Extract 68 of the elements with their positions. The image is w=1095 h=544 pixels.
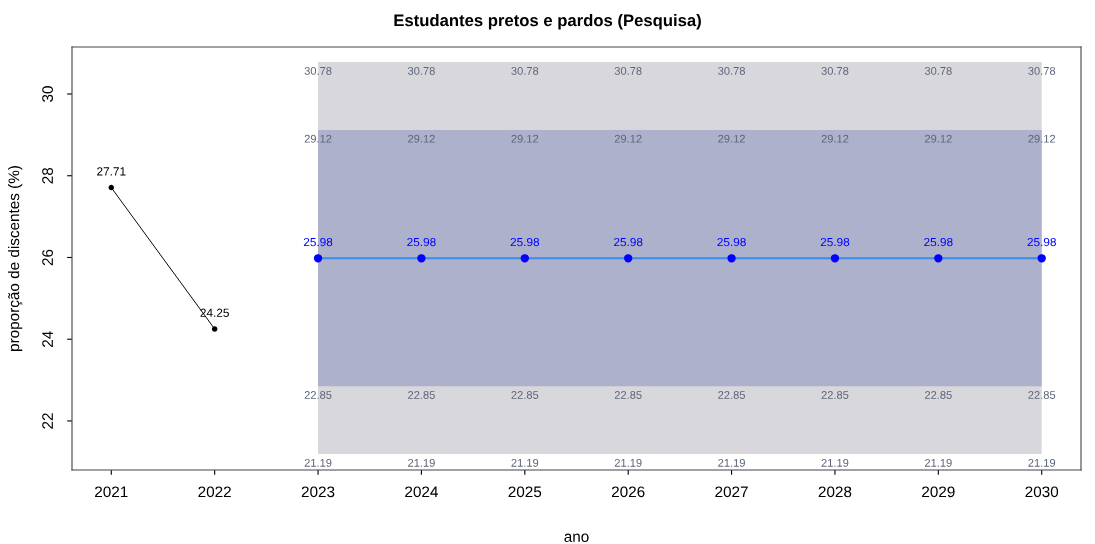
annotation: 22.85 [821, 391, 849, 399]
annotation: 22.85 [408, 391, 435, 399]
x-tick-label: 2024 [405, 486, 438, 498]
x-tick-label: 2029 [922, 486, 955, 498]
data-label: 25.98 [614, 237, 643, 247]
annotation: 30.78 [511, 66, 539, 75]
annotation: 22.85 [718, 391, 746, 399]
point [624, 254, 633, 263]
annotation: 22.85 [614, 391, 642, 399]
point [211, 326, 218, 332]
data-label: 25.98 [1027, 237, 1056, 247]
y-axis-title: proporção de discentes (%) [8, 166, 23, 351]
data-label: 25.98 [717, 237, 746, 247]
data-label: 25.98 [820, 237, 850, 247]
data-label: 27.71 [97, 167, 126, 176]
point [313, 254, 323, 263]
annotation: 21.19 [1028, 458, 1056, 467]
annotation: 30.78 [718, 66, 745, 75]
annotation: 29.12 [718, 134, 745, 143]
x-tick-label: 2021 [95, 486, 128, 498]
chart-title: Estudantes pretos e pardos (Pesquisa) [394, 14, 701, 30]
point [830, 254, 840, 263]
annotation: 21.19 [511, 458, 539, 467]
annotation: 21.19 [924, 458, 952, 467]
y-tick-label: 26 [42, 249, 54, 266]
point [520, 254, 529, 263]
annotation: 29.12 [614, 134, 642, 143]
annotation: 21.19 [718, 458, 745, 467]
annotation: 22.85 [304, 391, 332, 399]
annotation: 22.85 [1028, 391, 1056, 399]
data-label: 25.98 [510, 237, 540, 247]
data-label: 25.98 [303, 237, 333, 247]
x-tick-label: 2025 [508, 486, 542, 498]
x-tick-label: 2028 [818, 486, 852, 498]
annotation: 29.12 [924, 134, 952, 143]
x-tick-label: 2027 [715, 486, 748, 498]
data-label: 25.98 [924, 237, 953, 247]
y-tick-label: 24 [42, 331, 53, 347]
annotation: 30.78 [614, 66, 642, 75]
point [727, 254, 736, 263]
annotation: 21.19 [304, 458, 332, 467]
point [108, 184, 115, 191]
y-tick-label: 28 [42, 167, 54, 184]
annotation: 29.12 [821, 134, 849, 143]
data-label: 25.98 [407, 237, 436, 247]
point [934, 254, 943, 263]
x-tick-label: 2026 [611, 486, 645, 498]
x-tick-label: 2030 [1025, 486, 1059, 498]
annotation: 21.19 [408, 458, 435, 467]
annotation: 30.78 [1028, 66, 1056, 75]
annotation: 22.85 [511, 391, 539, 399]
x-axis-title: ano [564, 533, 589, 542]
y-tick-label: 22 [42, 413, 53, 429]
point [1037, 254, 1046, 263]
annotation: 30.78 [304, 66, 332, 75]
y-tick-label: 30 [42, 86, 54, 102]
data-label: 24.25 [200, 308, 229, 317]
annotation: 21.19 [821, 458, 849, 467]
annotation: 30.78 [407, 66, 435, 75]
x-tick-label: 2022 [198, 486, 231, 498]
point [417, 254, 426, 263]
annotation: 21.19 [614, 458, 642, 467]
annotation: 30.78 [924, 66, 952, 75]
annotation: 30.78 [821, 66, 849, 75]
annotation: 29.12 [408, 134, 435, 143]
annotation: 22.85 [924, 391, 952, 399]
x-tick-label: 2023 [301, 486, 335, 498]
annotation: 29.12 [511, 134, 539, 143]
